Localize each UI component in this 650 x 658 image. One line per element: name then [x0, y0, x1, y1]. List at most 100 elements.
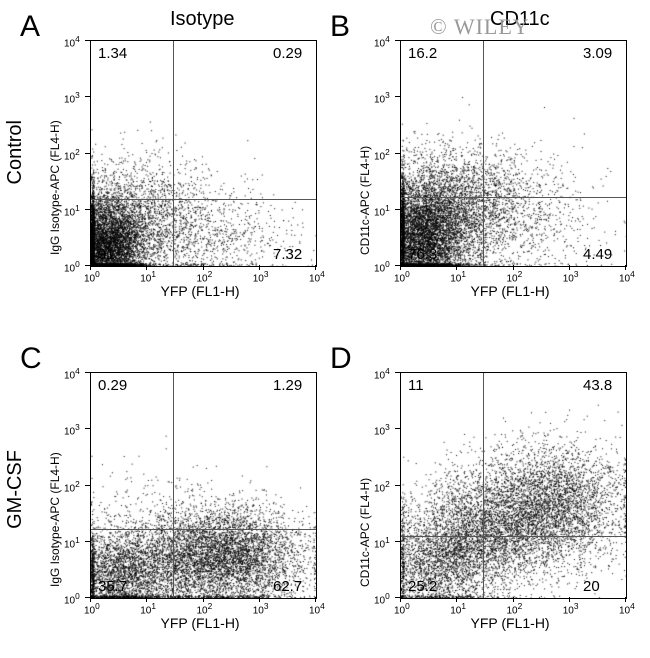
row-header-control: Control [4, 120, 27, 184]
gate-horizontal-D [401, 536, 626, 537]
scatter-canvas-C [91, 373, 316, 598]
xtick-label: 101 [450, 269, 466, 284]
x-axis-label-B: YFP (FL1-H) [471, 283, 550, 299]
col-header-isotype: Isotype [170, 8, 234, 31]
quad-lr-C: 62.7 [272, 578, 303, 595]
ytick [85, 153, 90, 154]
quad-ll-C: 35.7 [97, 578, 128, 595]
ytick-label: 102 [64, 147, 80, 162]
xtick-label: 100 [394, 269, 410, 284]
x-axis-label-C: YFP (FL1-H) [161, 615, 240, 631]
ytick [85, 485, 90, 486]
panel-letter-A: A [20, 10, 40, 44]
panel-letter-B: B [330, 10, 350, 44]
ytick [395, 372, 400, 373]
ytick-label: 104 [374, 366, 390, 381]
panel-letter-C: C [20, 342, 42, 376]
quad-lr-B: 4.49 [582, 246, 613, 263]
gate-horizontal-A [91, 199, 316, 200]
ytick [395, 597, 400, 598]
quad-ur-D: 43.8 [582, 377, 613, 394]
xtick-label: 100 [394, 601, 410, 616]
xtick-label: 101 [140, 601, 156, 616]
ytick [85, 597, 90, 598]
quad-ll-B: 76.3 [407, 246, 438, 263]
xtick-label: 104 [619, 269, 635, 284]
ytick-label: 104 [64, 34, 80, 49]
plot-box-C: 0.29 1.29 35.7 62.7 [90, 372, 317, 599]
xtick-label: 104 [309, 601, 325, 616]
gate-vertical-D [483, 373, 484, 598]
quad-ur-A: 0.29 [272, 45, 303, 62]
xtick-label: 102 [197, 601, 213, 616]
ytick [395, 541, 400, 542]
xtick-label: 100 [84, 269, 100, 284]
quad-lr-A: 7.32 [272, 246, 303, 263]
ytick [85, 40, 90, 41]
y-axis-label-C: IgG Isotype-APC (FL4-H) [48, 402, 62, 587]
xtick-label: 101 [140, 269, 156, 284]
ytick [395, 265, 400, 266]
panel-letter-D: D [330, 342, 352, 376]
watermark: © WILEY [430, 14, 530, 40]
ytick [85, 96, 90, 97]
ytick-label: 101 [374, 535, 390, 550]
gate-vertical-B [483, 41, 484, 266]
xtick-label: 102 [197, 269, 213, 284]
gate-vertical-C [173, 373, 174, 598]
gate-horizontal-C [91, 529, 316, 530]
quad-ul-C: 0.29 [97, 377, 128, 394]
ytick-label: 101 [64, 203, 80, 218]
ytick-label: 104 [374, 34, 390, 49]
gate-horizontal-B [401, 197, 626, 198]
ytick [85, 541, 90, 542]
quad-ll-D: 25.2 [407, 578, 438, 595]
xtick-label: 102 [507, 269, 523, 284]
ytick [395, 40, 400, 41]
ytick [85, 209, 90, 210]
quad-ll-A: 91 [97, 246, 116, 263]
ytick-label: 101 [64, 535, 80, 550]
scatter-canvas-D [401, 373, 626, 598]
ytick [395, 153, 400, 154]
ytick-label: 102 [64, 479, 80, 494]
gate-vertical-A [173, 41, 174, 266]
y-axis-label-D: CD11c-APC (FL4-H) [358, 402, 372, 587]
ytick-label: 102 [374, 479, 390, 494]
ytick-label: 100 [64, 591, 80, 606]
quad-ul-B: 16.2 [407, 45, 438, 62]
ytick [85, 265, 90, 266]
ytick-label: 103 [64, 90, 80, 105]
ytick-label: 103 [374, 90, 390, 105]
scatter-canvas-B [401, 41, 626, 266]
row-header-gmcsf: GM-CSF [4, 450, 27, 529]
xtick-label: 101 [450, 601, 466, 616]
plot-box-A: 1.340.29917.32 [90, 40, 317, 267]
ytick-label: 100 [64, 259, 80, 274]
figure-root: { "layout": { "page_w": 650, "page_h": 6… [0, 0, 650, 658]
quad-ul-D: 11 [407, 377, 425, 394]
ytick [85, 428, 90, 429]
xtick-label: 103 [563, 601, 579, 616]
ytick-label: 100 [374, 591, 390, 606]
scatter-canvas-A [91, 41, 316, 266]
xtick-label: 102 [507, 601, 523, 616]
x-axis-label-D: YFP (FL1-H) [471, 615, 550, 631]
ytick-label: 102 [374, 147, 390, 162]
plot-box-B: 16.23.0976.34.49 [400, 40, 627, 267]
ytick-label: 103 [374, 422, 390, 437]
ytick-label: 104 [64, 366, 80, 381]
xtick-label: 103 [253, 601, 269, 616]
ytick [85, 372, 90, 373]
ytick [395, 96, 400, 97]
ytick [395, 428, 400, 429]
quad-ur-C: 1.29 [272, 377, 303, 394]
xtick-label: 104 [309, 269, 325, 284]
quad-lr-D: 20 [582, 578, 601, 595]
ytick-label: 103 [64, 422, 80, 437]
xtick-label: 104 [619, 601, 635, 616]
x-axis-label-A: YFP (FL1-H) [161, 283, 240, 299]
ytick [395, 209, 400, 210]
plot-box-D: 11 43.8 25.2 20 [400, 372, 627, 599]
ytick-label: 101 [374, 203, 390, 218]
